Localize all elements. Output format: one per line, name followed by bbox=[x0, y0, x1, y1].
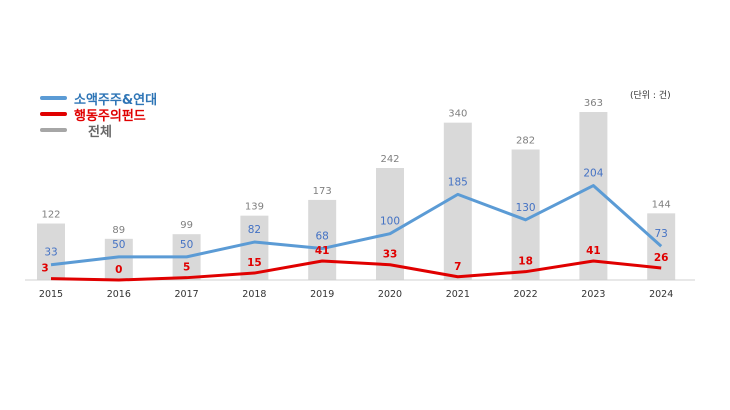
point-label-activist-2021: 7 bbox=[454, 261, 461, 273]
point-label-activist-2018: 15 bbox=[247, 257, 262, 269]
bar-total-2023 bbox=[579, 112, 608, 280]
x-tick-2018: 2018 bbox=[242, 289, 266, 300]
bar-total-2015 bbox=[37, 223, 65, 280]
x-tick-2020: 2020 bbox=[378, 289, 402, 300]
bars-layer bbox=[37, 112, 676, 281]
point-label-retail-2018: 82 bbox=[248, 224, 261, 236]
bar-label-total-2020: 242 bbox=[380, 154, 399, 165]
unit-label: (단위 : 건) bbox=[630, 91, 671, 101]
point-label-retail-2019: 68 bbox=[316, 231, 329, 243]
x-tick-2015: 2015 bbox=[39, 289, 63, 300]
bar-label-total-2021: 340 bbox=[448, 109, 467, 120]
legend-swatch-activist bbox=[40, 112, 67, 116]
point-label-retail-2022: 130 bbox=[516, 202, 536, 214]
point-label-activist-2019: 41 bbox=[315, 245, 330, 257]
bar-label-total-2018: 139 bbox=[245, 202, 264, 213]
x-tick-2021: 2021 bbox=[446, 289, 470, 300]
point-label-activist-2024: 26 bbox=[654, 252, 669, 264]
x-tick-2024: 2024 bbox=[649, 289, 673, 300]
point-label-activist-2017: 5 bbox=[183, 262, 190, 274]
bar-total-2020 bbox=[376, 168, 404, 280]
x-tick-2019: 2019 bbox=[310, 289, 334, 300]
legend-item-retail: 소액주주&연대 bbox=[40, 90, 158, 108]
x-tick-2017: 2017 bbox=[175, 289, 199, 300]
x-tick-labels: 2015 2016 2017 2018 2019 2020 2021 2022 2023 2024 bbox=[39, 289, 673, 300]
legend-item-activist: 행동주의펀드 bbox=[40, 106, 157, 124]
point-label-retail-2021: 185 bbox=[448, 176, 468, 188]
x-tick-2022: 2022 bbox=[514, 289, 538, 300]
point-label-retail-2020: 100 bbox=[380, 216, 400, 228]
bar-label-total-2019: 173 bbox=[313, 186, 332, 197]
line-retail bbox=[50, 184, 663, 267]
bar-label-total-2017: 99 bbox=[180, 220, 193, 231]
legend-label-activist: 행동주의펀드 bbox=[74, 108, 146, 124]
legend-item-total: 전체 bbox=[40, 122, 157, 140]
line-activist bbox=[50, 259, 662, 282]
legend-label-total: 전체 bbox=[88, 124, 112, 140]
legend-label-retail: 소액주주&연대 bbox=[74, 92, 158, 108]
point-label-retail-2017: 50 bbox=[180, 239, 193, 251]
point-label-retail-2015: 33 bbox=[44, 247, 57, 259]
x-tick-2016: 2016 bbox=[107, 289, 131, 300]
legend-swatch-retail bbox=[40, 96, 67, 100]
bar-label-total-2015: 122 bbox=[41, 210, 60, 221]
bar-total-2024 bbox=[647, 213, 676, 280]
point-label-retail-2024: 73 bbox=[655, 228, 668, 240]
bar-label-total-2023: 363 bbox=[584, 98, 603, 109]
bar-label-total-2024: 144 bbox=[652, 199, 671, 210]
bar-total-2018 bbox=[240, 215, 269, 280]
lines-layer bbox=[50, 184, 663, 282]
point-label-activist-2015: 3 bbox=[41, 263, 48, 275]
point-label-activist-2022: 18 bbox=[518, 256, 533, 268]
legend-swatch-total bbox=[40, 128, 67, 132]
point-label-activist-2016: 0 bbox=[115, 264, 122, 276]
bar-label-total-2016: 89 bbox=[112, 225, 125, 236]
point-label-activist-2020: 33 bbox=[383, 249, 398, 261]
x-tick-2023: 2023 bbox=[581, 289, 605, 300]
point-label-retail-2016: 50 bbox=[112, 239, 125, 251]
bar-total-2019 bbox=[308, 199, 337, 280]
legend: 소액주주&연대 행동주의펀드 전체 bbox=[40, 90, 158, 140]
point-label-retail-2023: 204 bbox=[583, 168, 603, 180]
point-label-activist-2023: 41 bbox=[586, 245, 601, 257]
bar-label-total-2022: 282 bbox=[516, 135, 535, 146]
